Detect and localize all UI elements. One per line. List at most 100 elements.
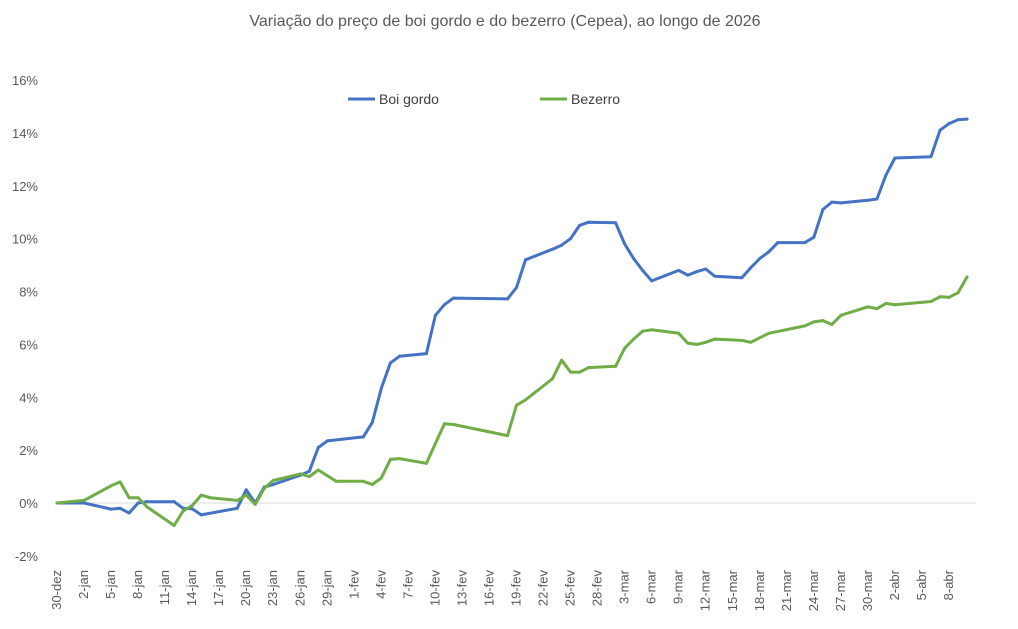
- legend: Boi gordo Bezerro: [348, 91, 620, 107]
- data-point-bezerro: [560, 358, 564, 362]
- series-line-boi-gordo: [55, 117, 969, 517]
- x-tick-label: 30-mar: [860, 569, 875, 611]
- data-point-boi-gordo: [506, 297, 509, 301]
- data-point-bezerro: [866, 305, 870, 309]
- data-point-bezerro: [515, 403, 519, 407]
- x-tick-label: 9-mar: [671, 569, 686, 604]
- x-tick-label: 27-mar: [833, 569, 848, 611]
- data-point-boi-gordo: [370, 420, 374, 424]
- data-point-boi-gordo: [551, 247, 555, 251]
- data-point-boi-gordo: [767, 250, 771, 254]
- data-point-bezerro: [686, 341, 690, 345]
- x-tick-label: 23-jan: [265, 570, 280, 606]
- x-tick-label: 11-jan: [157, 570, 172, 605]
- x-tick-label: 5-jan: [103, 570, 118, 599]
- data-point-bezerro: [370, 482, 374, 486]
- data-point-boi-gordo: [361, 435, 365, 439]
- x-tick-label: 10-fev: [427, 570, 442, 607]
- data-point-boi-gordo: [614, 221, 618, 225]
- data-point-boi-gordo: [199, 513, 203, 517]
- x-tick-label: 3-mar: [617, 569, 632, 604]
- data-point-boi-gordo: [524, 258, 528, 262]
- data-point-bezerro: [524, 398, 528, 402]
- data-point-bezerro: [767, 331, 771, 335]
- data-point-bezerro: [578, 370, 582, 374]
- x-tick-label: 2-jan: [76, 570, 91, 599]
- data-point-boi-gordo: [641, 268, 645, 272]
- data-point-boi-gordo: [758, 256, 762, 260]
- data-point-bezerro: [506, 434, 509, 438]
- x-tick-label: 28-fev: [590, 570, 605, 607]
- data-point-boi-gordo: [82, 501, 86, 505]
- data-point-boi-gordo: [821, 208, 825, 212]
- data-point-boi-gordo: [740, 276, 744, 280]
- x-tick-label: 7-fev: [400, 570, 415, 599]
- data-point-bezerro: [82, 498, 86, 502]
- data-point-boi-gordo: [956, 118, 960, 122]
- x-tick-label: 2-abr: [887, 569, 902, 600]
- x-tick-label: 21-mar: [779, 569, 794, 611]
- data-point-bezerro: [875, 307, 879, 311]
- data-point-boi-gordo: [677, 268, 681, 272]
- data-point-boi-gordo: [812, 235, 816, 239]
- data-point-bezerro: [839, 313, 843, 317]
- data-point-bezerro: [956, 291, 960, 295]
- data-point-boi-gordo: [145, 500, 149, 504]
- x-tick-label: 29-jan: [319, 570, 334, 606]
- data-point-boi-gordo: [749, 266, 753, 270]
- x-tick-label: 16-fev: [481, 570, 496, 607]
- data-point-boi-gordo: [587, 220, 591, 224]
- data-point-bezerro: [298, 472, 302, 476]
- data-point-bezerro: [235, 498, 239, 502]
- x-tick-label: 13-fev: [454, 570, 469, 607]
- y-tick-label: 10%: [12, 232, 38, 247]
- data-point-boi-gordo: [235, 506, 239, 510]
- data-point-boi-gordo: [803, 241, 807, 245]
- data-point-bezerro: [641, 329, 645, 333]
- data-point-bezerro: [109, 484, 113, 488]
- y-tick-label: 0%: [19, 496, 38, 511]
- data-point-boi-gordo: [515, 286, 519, 290]
- data-point-bezerro: [551, 377, 555, 381]
- data-point-boi-gordo: [686, 273, 690, 277]
- data-point-boi-gordo: [866, 198, 870, 202]
- data-point-boi-gordo: [947, 122, 951, 126]
- x-tick-label: 19-fev: [509, 570, 524, 607]
- data-point-boi-gordo: [442, 303, 446, 307]
- legend-label-boi-gordo: Boi gordo: [379, 91, 439, 107]
- data-point-boi-gordo: [929, 155, 933, 159]
- data-point-boi-gordo: [776, 241, 780, 245]
- x-tick-label: 25-fev: [563, 570, 578, 607]
- data-point-boi-gordo: [379, 386, 383, 390]
- data-point-bezerro: [812, 320, 816, 324]
- data-point-boi-gordo: [316, 445, 320, 449]
- data-point-bezerro: [614, 364, 618, 368]
- data-point-bezerro: [587, 366, 591, 370]
- x-axis: 30-dez 2-jan 5-jan 8-jan 11-jan 14-jan 17-jan 2…: [49, 569, 956, 611]
- y-tick-label: 8%: [19, 285, 38, 300]
- data-point-boi-gordo: [325, 439, 329, 443]
- data-point-boi-gordo: [884, 173, 888, 177]
- data-point-bezerro: [118, 480, 122, 484]
- data-point-bezerro: [569, 370, 573, 374]
- data-point-bezerro: [127, 496, 131, 500]
- x-tick-label: 8-abr: [941, 569, 956, 600]
- y-tick-label: 6%: [19, 337, 38, 352]
- x-tick-label: 24-mar: [806, 569, 821, 611]
- data-point-boi-gordo: [127, 511, 131, 515]
- data-point-boi-gordo: [650, 279, 654, 283]
- data-point-boi-gordo: [433, 313, 437, 317]
- y-tick-label: 14%: [12, 126, 38, 141]
- x-tick-label: 4-fev: [373, 570, 388, 599]
- data-point-bezerro: [397, 457, 401, 461]
- x-tick-label: 8-jan: [130, 570, 145, 599]
- data-point-boi-gordo: [578, 223, 582, 227]
- legend-label-bezerro: Bezerro: [571, 91, 620, 107]
- data-point-boi-gordo: [569, 237, 573, 241]
- y-axis: -2% 0% 2% 4% 6% 8% 10% 12% 14% 16%: [12, 73, 38, 564]
- data-point-bezerro: [136, 496, 140, 500]
- x-tick-label: 18-mar: [752, 569, 767, 611]
- data-point-boi-gordo: [830, 200, 834, 204]
- data-point-bezerro: [830, 323, 834, 327]
- data-point-bezerro: [145, 505, 149, 509]
